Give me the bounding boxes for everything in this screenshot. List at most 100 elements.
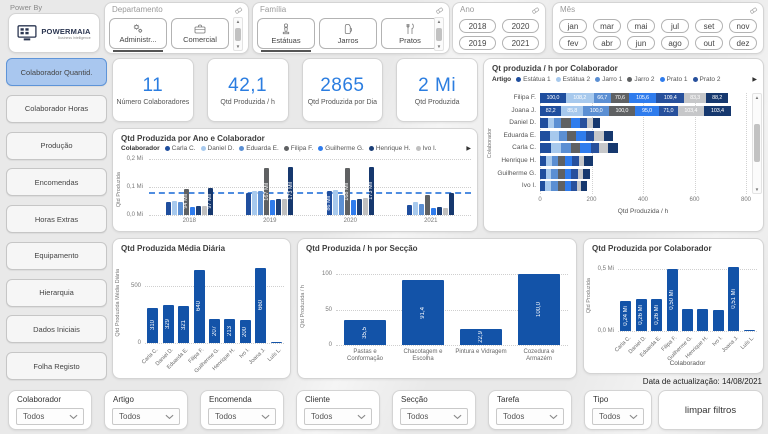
bar-segment[interactable] (571, 181, 577, 192)
bar[interactable]: 200 (239, 320, 251, 343)
bar[interactable]: 640 (193, 269, 205, 343)
bar[interactable] (201, 206, 207, 215)
eraser-icon[interactable] (435, 6, 444, 15)
bar-segment[interactable] (540, 118, 549, 129)
bar-segment[interactable]: 82,2 (540, 105, 562, 116)
bar[interactable]: 168 Mil (344, 167, 350, 215)
bar-segment[interactable] (586, 130, 595, 141)
bar[interactable]: 173 Mil (368, 166, 374, 215)
bar[interactable] (258, 191, 264, 215)
sidebar-item-encomendas[interactable]: Encomendas (6, 168, 107, 197)
bar-segment[interactable] (561, 118, 571, 129)
month-button-mai[interactable]: mai (627, 19, 655, 33)
bar-segment[interactable] (594, 130, 604, 141)
eraser-icon[interactable] (234, 6, 243, 15)
slicer-button-jarros[interactable]: Jarros (319, 18, 377, 49)
bar-segment[interactable] (557, 181, 566, 192)
sidebar-item-colaborador-horas[interactable]: Colaborador Horas (6, 94, 107, 123)
sidebar-item-equipamento[interactable]: Equipamento (6, 241, 107, 270)
bar[interactable]: 167 Mil (264, 168, 270, 215)
bar[interactable] (165, 202, 171, 215)
bar-segment[interactable]: 66,7 (593, 93, 611, 103)
bar[interactable]: 35,5 (344, 319, 386, 345)
sidebar-item-produ-o[interactable]: Produção (6, 131, 107, 160)
bar-segment[interactable] (593, 118, 601, 129)
filter-dropdown[interactable]: Todos (112, 408, 180, 425)
bar[interactable] (712, 309, 724, 331)
month-button-jun[interactable]: jun (627, 36, 655, 50)
scroll-thumb[interactable] (754, 124, 760, 163)
bar[interactable]: 329 (162, 305, 174, 343)
bar[interactable]: 22,9 (460, 328, 502, 345)
bar-segment[interactable] (578, 156, 584, 166)
bar[interactable]: 97 Mil (207, 187, 213, 215)
bar-segment[interactable] (603, 130, 614, 141)
legend-next-icon[interactable]: ▶ (752, 77, 757, 83)
bar-segment[interactable] (551, 156, 559, 166)
bar[interactable] (177, 201, 183, 215)
bar-segment[interactable] (570, 118, 580, 129)
bar[interactable] (282, 199, 288, 215)
bar[interactable]: 213 (224, 318, 236, 343)
bar[interactable]: 0,51 Mi (728, 267, 740, 331)
scroll-thumb[interactable] (235, 27, 241, 41)
bar-segment[interactable] (551, 143, 561, 154)
bar-segment[interactable] (566, 130, 577, 141)
bar-segment[interactable] (551, 168, 558, 179)
slicer-button-esttuas[interactable]: Estátuas (257, 18, 315, 52)
bar[interactable] (189, 206, 195, 215)
bar-segment[interactable] (540, 143, 552, 154)
bar-segment[interactable] (540, 181, 546, 192)
filter-dropdown[interactable]: Todos (208, 408, 276, 425)
filter-dropdown[interactable]: Todos (496, 408, 564, 425)
bar[interactable] (431, 208, 437, 215)
bar-segment[interactable] (576, 130, 587, 141)
bar-segment[interactable]: 88,2 (705, 93, 729, 103)
bar-segment[interactable]: 70,6 (610, 93, 629, 103)
slicer-button-comercial[interactable]: Comercial (171, 18, 229, 49)
familia-scrollbar[interactable]: ▲ ▼ (434, 17, 444, 51)
sidebar-item-hierarquia[interactable]: Hierarquia (6, 278, 107, 307)
bar-segment[interactable] (582, 168, 590, 179)
sidebar-item-dados-iniciais[interactable]: Dados Iniciais (6, 315, 107, 344)
bar-segment[interactable]: 108,2 (565, 93, 594, 103)
bar-segment[interactable] (560, 143, 571, 154)
month-button-mar[interactable]: mar (593, 19, 621, 33)
filter-dropdown[interactable]: Todos (16, 408, 84, 425)
month-button-fev[interactable]: fev (559, 36, 587, 50)
bar[interactable]: 310 (147, 307, 159, 343)
year-button-2020[interactable]: 2020 (502, 19, 539, 33)
bar[interactable] (356, 198, 362, 215)
filter-dropdown[interactable]: Todos (304, 408, 372, 425)
bar[interactable] (270, 341, 282, 343)
bar[interactable]: 321 (178, 306, 190, 343)
bar[interactable] (449, 192, 455, 215)
month-button-set[interactable]: set (695, 19, 723, 33)
bar[interactable] (425, 195, 431, 215)
bar[interactable]: 0,26 Mi (651, 298, 663, 331)
bar-segment[interactable] (545, 156, 552, 166)
bar[interactable]: 207 (209, 319, 220, 343)
bar-segment[interactable] (607, 143, 619, 154)
month-button-dez[interactable]: dez (729, 36, 757, 50)
sidebar-item-colaborador-quantid-[interactable]: Colaborador Quantid. (6, 58, 107, 86)
bar-segment[interactable] (551, 181, 558, 192)
bar-segment[interactable] (558, 156, 565, 166)
year-button-2019[interactable]: 2019 (459, 36, 496, 50)
bar-segment[interactable] (583, 156, 593, 166)
bar[interactable] (407, 204, 413, 215)
bar[interactable]: 0,50 Mi (666, 268, 678, 331)
bar[interactable]: 100,0 (518, 274, 560, 345)
bar[interactable] (682, 308, 693, 331)
bar[interactable] (350, 199, 356, 215)
bar-segment[interactable] (579, 118, 588, 129)
month-button-abr[interactable]: abr (593, 36, 621, 50)
bar[interactable]: 0,24 Mi (620, 301, 632, 331)
bar-segment[interactable]: 100,0 (540, 93, 566, 103)
bar[interactable]: 91,4 (402, 280, 444, 345)
legend-next-icon[interactable]: ▶ (466, 146, 471, 152)
bar-segment[interactable] (550, 130, 560, 141)
year-button-2021[interactable]: 2021 (502, 36, 539, 50)
month-button-jul[interactable]: jul (661, 19, 689, 33)
bar-segment[interactable] (577, 168, 583, 179)
